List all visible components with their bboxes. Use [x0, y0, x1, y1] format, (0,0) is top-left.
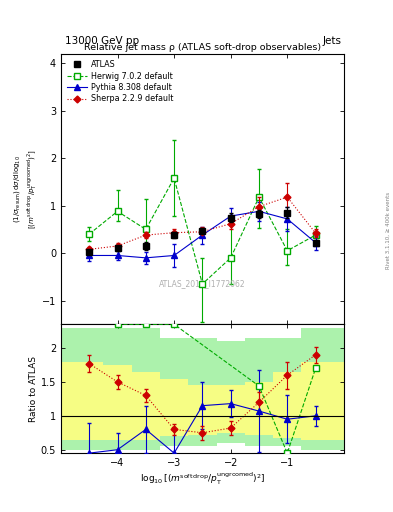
- Text: Rivet 3.1.10, ≥ 400k events: Rivet 3.1.10, ≥ 400k events: [386, 192, 391, 269]
- Text: ATLAS_2019_I1772062: ATLAS_2019_I1772062: [159, 279, 246, 288]
- Title: Relative jet mass ρ (ATLAS soft-drop observables): Relative jet mass ρ (ATLAS soft-drop obs…: [84, 42, 321, 52]
- X-axis label: $\log_{10}[(m^{\rm soft\,drop}/p_{\rm T}^{\rm ungroomed})^{2}]$: $\log_{10}[(m^{\rm soft\,drop}/p_{\rm T}…: [140, 471, 265, 487]
- Y-axis label: $(1/\sigma_{\rm resum})\,{\rm d}\sigma/{\rm d}\log_{10}$
$[(m^{\rm soft\,drop}/p: $(1/\sigma_{\rm resum})\,{\rm d}\sigma/{…: [12, 149, 39, 229]
- Y-axis label: Ratio to ATLAS: Ratio to ATLAS: [29, 356, 38, 422]
- Legend: ATLAS, Herwig 7.0.2 default, Pythia 8.308 default, Sherpa 2.2.9 default: ATLAS, Herwig 7.0.2 default, Pythia 8.30…: [65, 58, 176, 106]
- Text: Jets: Jets: [323, 36, 342, 46]
- Text: 13000 GeV pp: 13000 GeV pp: [65, 36, 139, 46]
